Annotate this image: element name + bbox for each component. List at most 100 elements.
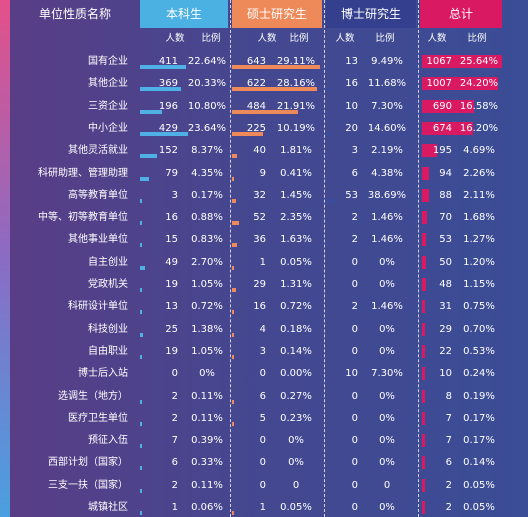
phd-count: 0 — [351, 256, 358, 268]
undergrad-bar — [140, 87, 182, 92]
total-bar — [422, 411, 425, 425]
total-count: 70 — [439, 212, 452, 224]
undergrad-bar — [140, 198, 142, 203]
phd-bar — [326, 310, 328, 315]
master-count: 622 — [246, 78, 266, 90]
subheader-total-ratio: 比例 — [467, 33, 487, 44]
master-bar — [232, 310, 235, 315]
total-bar — [422, 211, 428, 225]
phd-count: 20 — [345, 122, 358, 134]
phd-bar — [326, 176, 328, 181]
undergrad-count: 25 — [165, 323, 178, 335]
phd-count: 0 — [351, 457, 358, 469]
phd-ratio: 0% — [379, 256, 395, 268]
subheader-phd-count: 人数 — [335, 33, 355, 44]
phd-count: 0 — [351, 412, 358, 424]
phd-count: 0 — [351, 279, 358, 290]
master-bar — [232, 288, 236, 292]
phd-ratio: 2.19% — [371, 145, 403, 157]
row-label: 预征入伍 — [88, 435, 128, 447]
undergrad-ratio: 0.83% — [191, 234, 223, 246]
total-bar — [422, 77, 498, 91]
master-ratio: 0 — [292, 479, 300, 491]
total-bar — [422, 434, 425, 448]
undergrad-count: 19 — [165, 279, 178, 290]
phd-count: 0 — [351, 479, 358, 491]
total-bar — [422, 166, 430, 180]
total-count: 31 — [439, 301, 452, 313]
column-divider — [418, 0, 419, 517]
undergrad-count: 196 — [158, 100, 178, 112]
header-undergrad: 本科生 — [140, 0, 228, 28]
total-count: 48 — [439, 279, 452, 290]
row-label: 中小企业 — [88, 122, 128, 134]
row-label: 科研助理、管理助理 — [38, 167, 128, 179]
total-ratio: 0.17% — [463, 412, 495, 424]
phd-count: 3 — [351, 145, 358, 157]
undergrad-count: 2 — [171, 479, 178, 491]
undergrad-count: 79 — [165, 167, 178, 179]
phd-ratio: 0% — [379, 390, 395, 402]
undergrad-ratio: 20.33% — [187, 78, 227, 90]
undergrad-ratio: 22.64% — [187, 56, 227, 67]
total-bar — [422, 55, 502, 68]
undergrad-count: 2 — [171, 412, 178, 424]
master-count: 0 — [259, 368, 266, 380]
total-ratio: 0.75% — [463, 301, 495, 313]
header-phd: 博士研究生 — [326, 0, 416, 28]
master-bar — [232, 243, 237, 248]
master-count: 484 — [246, 100, 266, 112]
master-ratio: 29.11% — [276, 56, 316, 67]
row-label: 其他企业 — [88, 78, 128, 90]
undergrad-bar — [140, 109, 162, 114]
total-bar — [422, 188, 429, 202]
undergrad-count: 429 — [158, 122, 178, 134]
master-bar — [232, 176, 234, 181]
master-count: 5 — [259, 412, 266, 424]
undergrad-bar — [140, 444, 142, 449]
total-ratio: 25.64% — [459, 56, 499, 67]
undergrad-count: 49 — [165, 256, 178, 268]
undergrad-bar — [140, 421, 142, 426]
total-bar — [422, 478, 425, 492]
phd-ratio: 1.46% — [371, 301, 403, 313]
total-count: 1007 — [426, 78, 452, 90]
phd-ratio: 38.69% — [367, 189, 407, 201]
total-count: 94 — [439, 167, 452, 179]
master-bar — [232, 87, 318, 92]
total-count: 6 — [445, 457, 452, 469]
row-label: 医疗卫生单位 — [68, 412, 128, 424]
undergrad-bar — [140, 131, 188, 136]
header-master: 硕士研究生 — [232, 0, 322, 28]
master-ratio: 0.00% — [280, 368, 312, 380]
column-divider — [324, 0, 325, 517]
row-label: 其他灵活就业 — [68, 145, 128, 157]
phd-count: 16 — [345, 78, 358, 90]
total-ratio: 16.20% — [459, 122, 499, 134]
master-bar — [232, 221, 240, 226]
undergrad-bar — [140, 310, 142, 315]
phd-ratio: 4.38% — [371, 167, 403, 179]
row-label: 其他事业单位 — [68, 234, 128, 246]
row-label: 城镇社区 — [88, 502, 128, 513]
undergrad-ratio: 0.11% — [191, 412, 223, 424]
row-label: 科技创业 — [88, 323, 128, 335]
subheader-master-ratio: 比例 — [289, 33, 309, 44]
total-ratio: 0.05% — [463, 479, 495, 491]
master-count: 6 — [259, 390, 266, 402]
master-ratio: 0.14% — [280, 345, 312, 357]
total-count: 690 — [432, 100, 452, 112]
total-count: 10 — [439, 368, 452, 380]
phd-count: 10 — [345, 368, 358, 380]
master-count: 0 — [259, 479, 266, 491]
undergrad-ratio: 4.35% — [191, 167, 223, 179]
undergrad-count: 13 — [165, 301, 178, 313]
master-bar — [232, 131, 263, 136]
phd-bar — [326, 65, 329, 69]
total-count: 53 — [439, 234, 452, 246]
left-accent-stripe — [0, 0, 10, 517]
master-bar — [232, 332, 234, 337]
undergrad-ratio: 0.17% — [191, 189, 223, 201]
phd-bar — [326, 87, 330, 92]
total-bar — [422, 389, 425, 403]
